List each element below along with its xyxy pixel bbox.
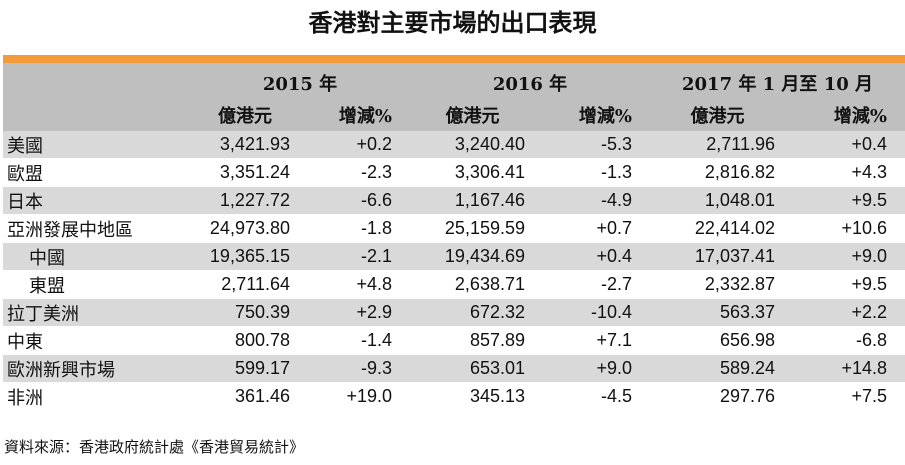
value-2016: 653.01 xyxy=(410,354,535,383)
value-2016: 672.32 xyxy=(410,298,535,327)
value-2015: 800.78 xyxy=(190,326,300,355)
value-2016: 3,240.40 xyxy=(410,131,535,159)
value-2016: 3,306.41 xyxy=(410,158,535,187)
value-2017: 297.76 xyxy=(650,382,785,411)
value-2015: 750.39 xyxy=(190,298,300,327)
change-2015: -2.3 xyxy=(300,158,410,187)
col-change-2017: 增減% xyxy=(833,106,888,127)
table-row: 非洲 361.46 +19.0 345.13 -4.5 297.76 +7.5 xyxy=(3,382,905,411)
table-body: 美國 3,421.93 +0.2 3,240.40 -5.3 2,711.96 +0.4 歐盟… xyxy=(3,131,905,411)
col-value-2016: 億港元 xyxy=(445,106,500,127)
table-row: 中國 19,365.15 -2.1 19,434.69 +0.4 17,037.41 +9.… xyxy=(3,242,905,271)
change-2017: +9.0 xyxy=(785,242,905,271)
value-2016: 2,638.71 xyxy=(410,270,535,299)
change-2015: +4.8 xyxy=(300,270,410,299)
change-2016: +0.4 xyxy=(535,242,650,271)
value-2016: 345.13 xyxy=(410,382,535,411)
change-2015: -9.3 xyxy=(300,354,410,383)
year-header-row: 2015 年 2016 年 2017 年 1 月至 10 月 xyxy=(3,63,905,99)
region-label: 非洲 xyxy=(3,382,190,411)
value-2016: 19,434.69 xyxy=(410,242,535,271)
change-2016: -2.7 xyxy=(535,270,650,299)
change-2015: -2.1 xyxy=(300,242,410,271)
region-label: 日本 xyxy=(3,186,190,215)
table-row: 拉丁美洲 750.39 +2.9 672.32 -10.4 563.37 +2.2 xyxy=(3,298,905,327)
change-2015: +19.0 xyxy=(300,382,410,411)
value-2015: 361.46 xyxy=(190,382,300,411)
change-2016: -4.9 xyxy=(535,186,650,215)
value-2017: 2,332.87 xyxy=(650,270,785,299)
region-label: 歐洲新興市場 xyxy=(3,354,190,383)
source-note: 資料來源：香港政府統計處《香港貿易統計》 xyxy=(4,438,305,456)
col-value-2017: 億港元 xyxy=(690,106,745,127)
change-2017: +9.5 xyxy=(785,270,905,299)
value-2015: 3,351.24 xyxy=(190,158,300,187)
table-row: 東盟 2,711.64 +4.8 2,638.71 -2.7 2,332.87 +9.5 xyxy=(3,270,905,299)
year-header-2015: 2015 年 xyxy=(262,74,338,95)
change-2017: +14.8 xyxy=(785,354,905,383)
change-2016: -10.4 xyxy=(535,298,650,327)
change-2015: -1.4 xyxy=(300,326,410,355)
table-row: 歐洲新興市場 599.17 -9.3 653.01 +9.0 589.24 +14.8 xyxy=(3,354,905,383)
col-value-2015: 億港元 xyxy=(218,106,272,127)
year-header-2017: 2017 年 1 月至 10 月 xyxy=(682,74,874,95)
change-2016: +7.1 xyxy=(535,326,650,355)
value-2017: 589.24 xyxy=(650,354,785,383)
change-2017: +9.5 xyxy=(785,186,905,215)
value-2015: 1,227.72 xyxy=(190,186,300,215)
value-2016: 25,159.59 xyxy=(410,214,535,243)
change-2016: +0.7 xyxy=(535,214,650,243)
value-2015: 599.17 xyxy=(190,354,300,383)
table-row: 中東 800.78 -1.4 857.89 +7.1 656.98 -6.8 xyxy=(3,326,905,355)
accent-bar xyxy=(3,55,905,63)
region-label: 美國 xyxy=(3,131,190,159)
region-header-blank-2 xyxy=(3,99,190,131)
table-row: 亞洲發展中地區 24,973.80 -1.8 25,159.59 +0.7 22,414.… xyxy=(3,214,905,243)
value-2017: 22,414.02 xyxy=(650,214,785,243)
region-label: 亞洲發展中地區 xyxy=(3,214,190,243)
col-change-2015: 增減% xyxy=(338,106,392,127)
value-2017: 1,048.01 xyxy=(650,186,785,215)
change-2015: +0.2 xyxy=(300,131,410,159)
value-2016: 1,167.46 xyxy=(410,186,535,215)
table-title: 香港對主要市場的出口表現 xyxy=(308,8,597,37)
export-table: 2015 年 2016 年 2017 年 1 月至 10 月 億港元 增減% 億… xyxy=(3,63,905,411)
change-2015: +2.9 xyxy=(300,298,410,327)
change-2017: +0.4 xyxy=(785,131,905,159)
region-label: 中東 xyxy=(3,326,190,355)
value-2015: 19,365.15 xyxy=(190,242,300,271)
change-2016: -1.3 xyxy=(535,158,650,187)
unit-header-row: 億港元 增減% 億港元 增減% 億港元 增減% xyxy=(3,99,905,131)
year-header-2016: 2016 年 xyxy=(492,74,568,95)
change-2017: +2.2 xyxy=(785,298,905,327)
change-2015: -6.6 xyxy=(300,186,410,215)
change-2016: +9.0 xyxy=(535,354,650,383)
region-label: 中國 xyxy=(3,242,190,271)
region-label: 拉丁美洲 xyxy=(3,298,190,327)
value-2015: 2,711.64 xyxy=(190,270,300,299)
change-2017: -6.8 xyxy=(785,326,905,355)
table-row: 歐盟 3,351.24 -2.3 3,306.41 -1.3 2,816.82 +4.3 xyxy=(3,158,905,187)
value-2017: 17,037.41 xyxy=(650,242,785,271)
value-2015: 24,973.80 xyxy=(190,214,300,243)
change-2016: -4.5 xyxy=(535,382,650,411)
region-label: 歐盟 xyxy=(3,158,190,187)
region-header-blank xyxy=(3,63,190,99)
value-2016: 857.89 xyxy=(410,326,535,355)
table-row: 美國 3,421.93 +0.2 3,240.40 -5.3 2,711.96 +0.4 xyxy=(3,131,905,159)
value-2017: 2,816.82 xyxy=(650,158,785,187)
region-label: 東盟 xyxy=(3,270,190,299)
change-2015: -1.8 xyxy=(300,214,410,243)
change-2016: -5.3 xyxy=(535,131,650,159)
change-2017: +7.5 xyxy=(785,382,905,411)
value-2015: 3,421.93 xyxy=(190,131,300,159)
change-2017: +10.6 xyxy=(785,214,905,243)
table-row: 日本 1,227.72 -6.6 1,167.46 -4.9 1,048.01 +9.5 xyxy=(3,186,905,215)
value-2017: 563.37 xyxy=(650,298,785,327)
col-change-2016: 增減% xyxy=(578,106,632,127)
change-2017: +4.3 xyxy=(785,158,905,187)
value-2017: 656.98 xyxy=(650,326,785,355)
value-2017: 2,711.96 xyxy=(650,131,785,159)
